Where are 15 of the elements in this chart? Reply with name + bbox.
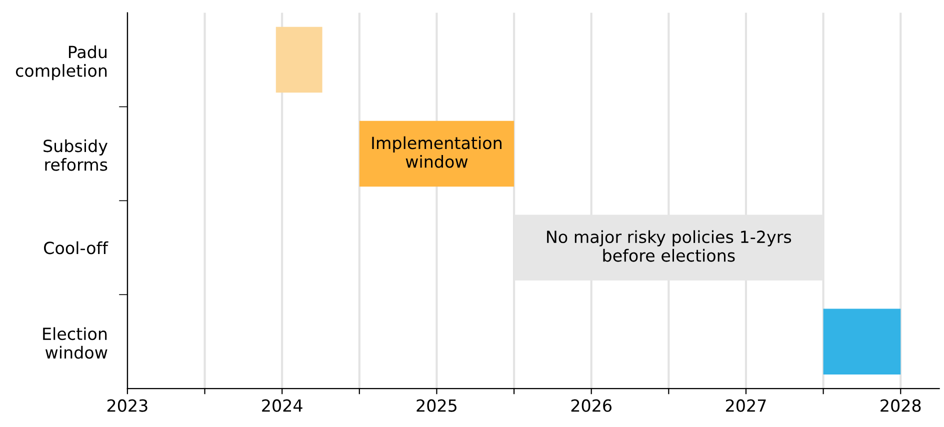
x-tick-label: 2023 [107,399,148,412]
y-tick-label: Subsidy reforms [44,139,108,171]
data-label: Implementation window [372,136,502,168]
x-tick-label: 2025 [416,399,456,412]
y-tick-label: Cool-off [44,241,108,254]
x-tick-label: 2026 [571,399,612,412]
x-tick-label: 2027 [726,399,766,412]
bar [823,308,901,374]
x-tick-label: 2028 [880,399,921,412]
x-tick-label: 2024 [262,399,302,412]
bar [359,120,514,187]
y-tick-label: Padu completion [16,45,107,80]
bar [276,26,322,93]
data-label: No major risky policies 1-2yrs before elections [547,230,792,262]
y-tick-label: Election window [43,327,108,359]
